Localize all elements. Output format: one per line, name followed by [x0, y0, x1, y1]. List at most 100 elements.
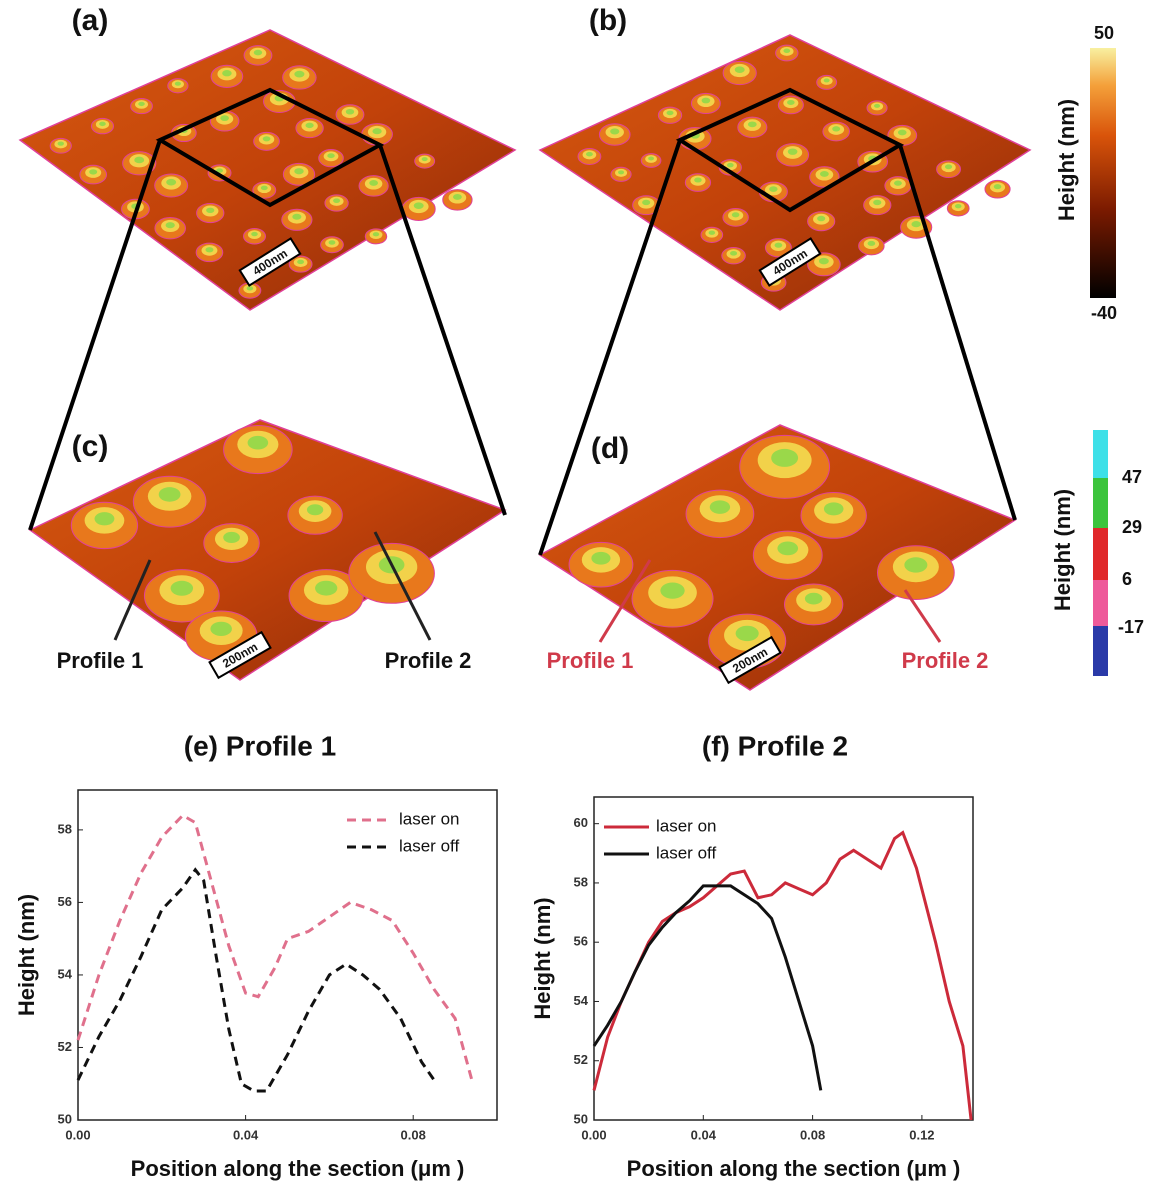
- bump-peak: [222, 70, 232, 77]
- bump-peak: [709, 500, 731, 514]
- y-tick-label: 56: [58, 894, 72, 909]
- y-tick-label: 50: [58, 1111, 72, 1126]
- y-tick-label: 50: [574, 1111, 588, 1126]
- y-tick-label: 54: [574, 993, 589, 1008]
- bump-peak: [205, 247, 214, 253]
- colorbar-label: 47: [1122, 467, 1142, 487]
- series-line: [76, 813, 474, 1081]
- bump-peak: [253, 49, 263, 56]
- bump-peak: [89, 169, 98, 175]
- bump-peak: [726, 162, 734, 168]
- bump-peak: [944, 164, 953, 170]
- bump-peak: [585, 151, 593, 157]
- bump-peak: [642, 199, 651, 206]
- bumps: [577, 44, 1011, 292]
- arrow: [113, 559, 152, 641]
- colorbar-label: 6: [1122, 569, 1132, 589]
- bump-peak: [993, 184, 1002, 190]
- y-tick-label: 58: [58, 821, 72, 836]
- bump-peak: [138, 101, 145, 107]
- bump-peak: [328, 240, 336, 245]
- bump-peak: [823, 502, 844, 516]
- series-line: [592, 830, 973, 1121]
- bumps: [568, 434, 955, 669]
- y-tick-label: 52: [574, 1052, 588, 1067]
- legend-label: laser on: [399, 809, 459, 828]
- profile-label: Profile 1: [57, 648, 144, 673]
- bump-peak: [246, 286, 254, 291]
- bump-peak: [730, 250, 738, 256]
- bump-peak: [701, 97, 711, 104]
- bump-peak: [610, 128, 620, 135]
- bump-peak: [819, 170, 829, 177]
- afm-images: [18, 29, 1032, 691]
- y-tick-label: 56: [574, 934, 588, 949]
- zoom-line: [898, 144, 1017, 521]
- panel-label: (d): [591, 432, 629, 465]
- bump-peak: [262, 136, 271, 142]
- bump-peak: [294, 168, 304, 175]
- colorbar-label: -40: [1091, 303, 1117, 323]
- zoom-frames: [28, 87, 1017, 556]
- legend-label: laser on: [656, 816, 716, 835]
- x-axis-label: Position along the section (μm ): [627, 1156, 961, 1181]
- y-axis-label: Height (nm): [14, 894, 39, 1016]
- x-tick-label: 0.00: [65, 1127, 90, 1142]
- surface-b: [538, 34, 1032, 311]
- bump-peak: [174, 81, 181, 86]
- bump-peak: [747, 121, 757, 128]
- bump-peak: [306, 504, 324, 516]
- bump-peak: [260, 185, 268, 191]
- bump-peak: [734, 66, 745, 74]
- bump-peak: [216, 168, 223, 173]
- bump-peak: [818, 257, 829, 265]
- profile-arrows: [113, 531, 942, 643]
- bump-peak: [206, 207, 215, 214]
- x-tick-label: 0.08: [401, 1127, 426, 1142]
- bump-peak: [804, 592, 823, 605]
- series-line: [592, 884, 823, 1091]
- colorbar-label: 50: [1094, 23, 1114, 43]
- colorbar: [1090, 48, 1116, 298]
- bump-peak: [315, 580, 338, 596]
- bump-peak: [297, 259, 305, 265]
- bump-peak: [648, 156, 655, 161]
- x-axis-label: Position along the section (μm ): [131, 1156, 465, 1181]
- bump-peak: [823, 78, 830, 83]
- bump-peak: [731, 212, 740, 218]
- colorbar-label: 29: [1122, 517, 1142, 537]
- bump-peak: [57, 141, 64, 146]
- bump-peak: [220, 115, 229, 122]
- bump-peak: [251, 231, 258, 237]
- bump-peak: [777, 541, 799, 556]
- bump-peak: [867, 240, 876, 246]
- bump-peak: [372, 128, 382, 135]
- bump-peak: [787, 148, 798, 155]
- profile-label: Profile 2: [902, 648, 989, 673]
- bump-peak: [787, 99, 795, 105]
- panel-label: (a): [72, 4, 109, 37]
- bump-peak: [769, 186, 778, 192]
- bump-peak: [166, 178, 177, 186]
- x-tick-label: 0.04: [233, 1127, 259, 1142]
- line-chart: (f) Profile 2 Position along the section …: [530, 730, 974, 1181]
- panel-label: (c): [72, 430, 109, 463]
- bump-peak: [223, 531, 240, 544]
- bump-peak: [771, 448, 799, 467]
- bump-peak: [292, 213, 302, 220]
- bump-peak: [618, 170, 625, 175]
- bump-peak: [158, 487, 181, 502]
- bump-peak: [660, 582, 685, 599]
- bump-peak: [165, 222, 175, 229]
- bump-peak: [832, 126, 841, 132]
- bump-peak: [333, 198, 341, 204]
- colorbar-band: [1093, 528, 1108, 580]
- arrow: [373, 531, 432, 641]
- bump-peak: [421, 157, 428, 162]
- bump-peak: [666, 110, 674, 116]
- zoom-line: [538, 139, 682, 556]
- arrow: [903, 589, 942, 643]
- colorbar-band: [1093, 580, 1108, 626]
- bump-peak: [874, 103, 881, 108]
